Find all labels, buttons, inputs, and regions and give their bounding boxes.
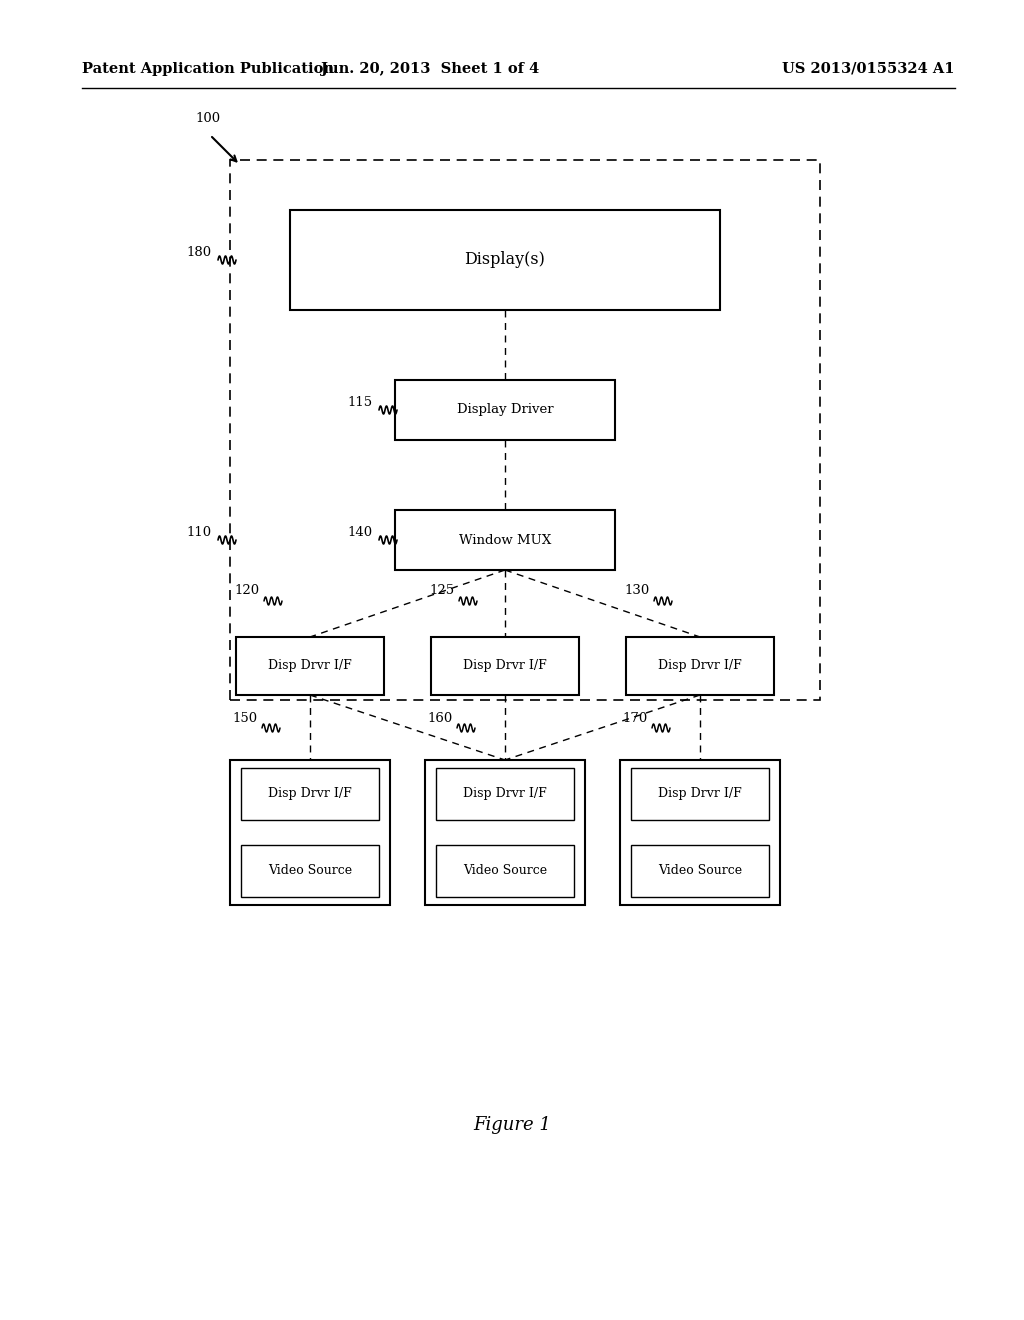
Bar <box>431 638 579 696</box>
Bar <box>230 160 820 700</box>
Bar <box>425 760 585 906</box>
Text: Figure 1: Figure 1 <box>473 1115 551 1134</box>
Text: 120: 120 <box>234 585 260 598</box>
Text: Window MUX: Window MUX <box>459 533 551 546</box>
Bar <box>290 210 720 310</box>
Bar <box>631 845 769 898</box>
Text: 160: 160 <box>428 711 453 725</box>
Bar <box>241 845 379 898</box>
Text: Video Source: Video Source <box>658 865 742 878</box>
Text: Jun. 20, 2013  Sheet 1 of 4: Jun. 20, 2013 Sheet 1 of 4 <box>321 62 539 77</box>
Text: Display Driver: Display Driver <box>457 404 553 417</box>
Bar <box>436 845 574 898</box>
Text: Disp Drvr I/F: Disp Drvr I/F <box>463 788 547 800</box>
Text: Disp Drvr I/F: Disp Drvr I/F <box>268 660 352 672</box>
Text: Patent Application Publication: Patent Application Publication <box>82 62 334 77</box>
Bar <box>395 510 615 570</box>
Bar <box>631 768 769 820</box>
Text: Display(s): Display(s) <box>465 252 546 268</box>
Bar <box>395 380 615 440</box>
Text: Disp Drvr I/F: Disp Drvr I/F <box>463 660 547 672</box>
Text: 180: 180 <box>186 246 212 259</box>
Text: US 2013/0155324 A1: US 2013/0155324 A1 <box>782 62 955 77</box>
Text: Disp Drvr I/F: Disp Drvr I/F <box>658 660 741 672</box>
Text: Disp Drvr I/F: Disp Drvr I/F <box>268 788 352 800</box>
Bar <box>626 638 774 696</box>
Text: Video Source: Video Source <box>268 865 352 878</box>
Text: 100: 100 <box>195 112 220 125</box>
Bar <box>230 760 390 906</box>
Text: 115: 115 <box>348 396 373 408</box>
Text: 170: 170 <box>623 711 648 725</box>
Bar <box>620 760 780 906</box>
Text: 130: 130 <box>625 585 650 598</box>
Text: 140: 140 <box>348 525 373 539</box>
Bar <box>436 768 574 820</box>
Bar <box>236 638 384 696</box>
Bar <box>241 768 379 820</box>
Text: 150: 150 <box>232 711 258 725</box>
Text: 125: 125 <box>430 585 455 598</box>
Text: Video Source: Video Source <box>463 865 547 878</box>
Text: 110: 110 <box>186 525 212 539</box>
Text: Disp Drvr I/F: Disp Drvr I/F <box>658 788 741 800</box>
